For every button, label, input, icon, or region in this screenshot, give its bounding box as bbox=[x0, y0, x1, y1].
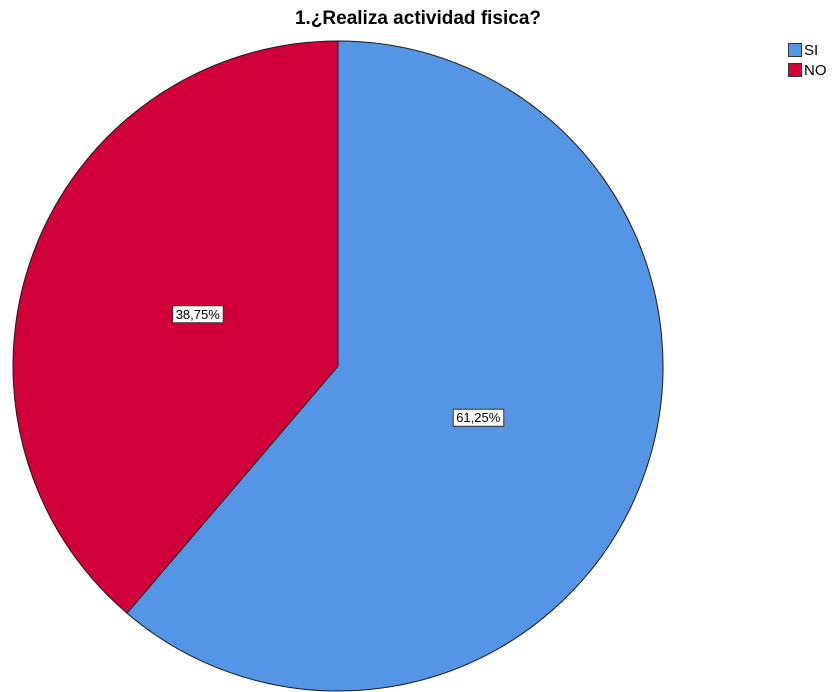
legend-label-si: SI bbox=[804, 41, 819, 59]
slice-label-text-no: 38,75% bbox=[176, 307, 221, 322]
legend-item-no: NO bbox=[788, 60, 827, 80]
legend-swatch-si bbox=[788, 43, 802, 57]
legend-item-si: SI bbox=[788, 40, 827, 60]
chart-title: 1.¿Realiza actividad fisica? bbox=[294, 8, 542, 29]
legend: SI NO bbox=[788, 40, 827, 80]
pie-slice-no bbox=[12, 40, 339, 614]
slice-label-text-si: 61,25% bbox=[456, 410, 501, 425]
pie-slice-si bbox=[126, 40, 664, 692]
slice-label-si: 61,25% bbox=[452, 408, 505, 427]
slice-label-box-si bbox=[452, 408, 505, 427]
legend-swatch-no bbox=[788, 63, 802, 77]
slice-label-box-no bbox=[172, 305, 224, 324]
legend-label-no: NO bbox=[804, 61, 827, 79]
slice-label-no: 38,75% bbox=[172, 305, 224, 324]
